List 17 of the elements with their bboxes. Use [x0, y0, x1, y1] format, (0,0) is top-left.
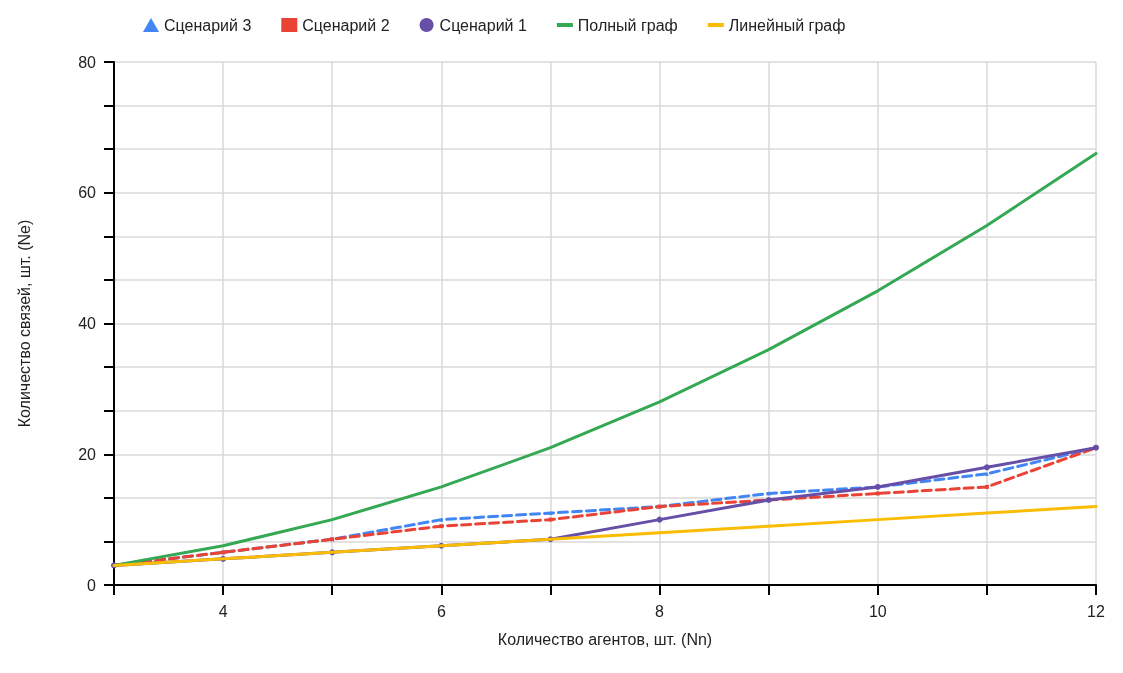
y-axis-title: Количество связей, шт. (Ne) — [15, 219, 33, 428]
legend-label: Сценарий 3 — [164, 16, 252, 34]
legend-label: Линейный граф — [728, 16, 846, 34]
x-tick-label: 4 — [218, 602, 228, 620]
y-tick-label: 80 — [78, 53, 97, 71]
legend-label: Полный граф — [577, 16, 678, 34]
x-tick-label: 12 — [1087, 602, 1105, 620]
legend-label: Сценарий 2 — [302, 16, 390, 34]
y-tick-label: 60 — [78, 184, 97, 202]
y-tick-label: 0 — [87, 576, 97, 594]
y-tick-label: 40 — [78, 315, 97, 332]
legend-label: Сценарий 1 — [439, 16, 527, 34]
x-tick-label: 10 — [868, 602, 887, 620]
x-tick-label: 8 — [655, 602, 665, 620]
x-tick-label: 6 — [436, 602, 446, 620]
y-tick-label: 20 — [78, 445, 97, 463]
x-axis-title: Количество агентов, шт. (Nn) — [497, 630, 713, 648]
